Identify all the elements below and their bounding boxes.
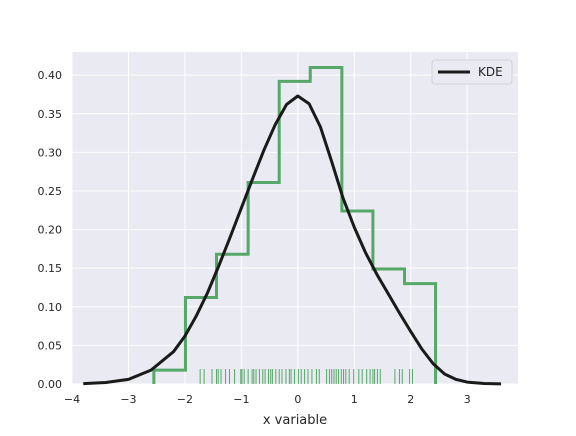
- y-tick-label: 0.35: [38, 108, 63, 121]
- y-tick-label: 0.10: [38, 301, 63, 314]
- y-tick-label: 0.30: [38, 146, 63, 159]
- grid: [71, 52, 518, 385]
- x-tick-label: −3: [120, 393, 136, 406]
- x-tick-label: 1: [351, 393, 358, 406]
- histogram-layer: [152, 65, 438, 384]
- y-tick-label: 0.05: [38, 339, 63, 352]
- y-tick-label: 0.20: [38, 224, 63, 237]
- x-axis-ticks: −4 −3 −2 −1 0 1 2 3: [64, 393, 471, 406]
- plot-area: [72, 52, 518, 384]
- legend-kde-label: KDE: [478, 65, 503, 79]
- x-tick-label: 3: [464, 393, 471, 406]
- x-tick-label: −2: [177, 393, 193, 406]
- histogram-step-outline: [152, 65, 438, 384]
- y-axis-ticks: 0.00 0.05 0.10 0.15 0.20 0.25 0.30 0.35 0.40: [38, 69, 63, 391]
- x-tick-label: 0: [294, 393, 301, 406]
- kde-layer: [83, 94, 502, 386]
- legend-box: [431, 59, 513, 85]
- x-tick-label: 2: [407, 393, 414, 406]
- rug-layer: [199, 369, 413, 384]
- legend: KDE: [431, 59, 513, 85]
- y-tick-label: 0.25: [38, 185, 63, 198]
- y-tick-label: 0.00: [38, 378, 63, 391]
- y-tick-label: 0.40: [38, 69, 63, 82]
- x-tick-label: −4: [64, 393, 80, 406]
- x-tick-label: −1: [233, 393, 249, 406]
- x-axis-label: x variable: [263, 413, 327, 428]
- kde-line: [83, 94, 502, 386]
- y-tick-label: 0.15: [38, 262, 63, 275]
